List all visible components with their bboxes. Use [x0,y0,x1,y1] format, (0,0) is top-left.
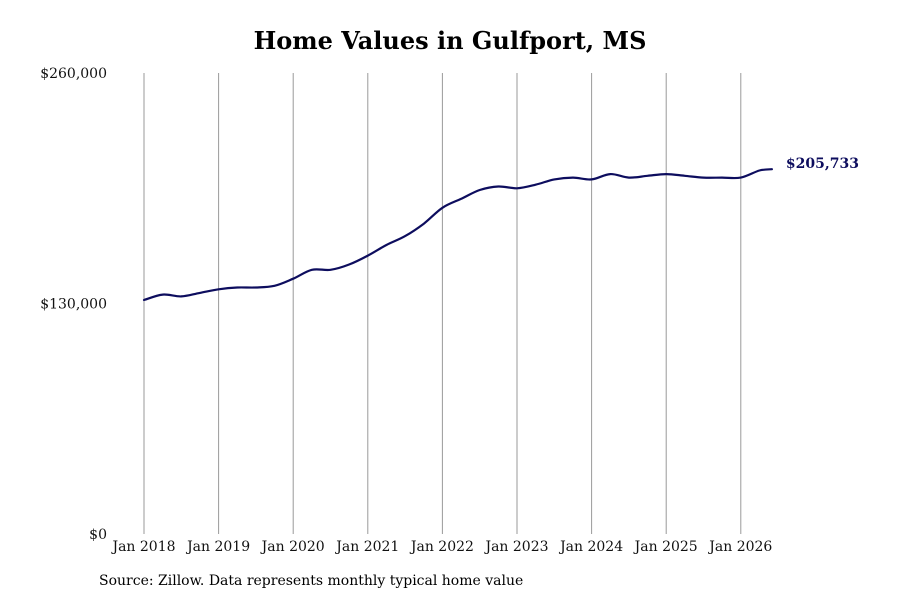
y-tick-label: $260,000 [40,66,107,82]
x-tick-label: Jan 2021 [334,539,399,555]
source-note: Source: Zillow. Data represents monthly … [99,573,524,589]
x-tick-label: Jan 2018 [110,539,175,555]
x-tick-label: Jan 2025 [633,539,698,555]
x-tick-label: Jan 2019 [185,539,250,555]
y-tick-label: $0 [89,527,107,543]
latest-value-label: $205,733 [786,156,859,172]
y-axis-ticks: $0 $130,000 $260,000 [40,66,107,543]
x-tick-label: Jan 2022 [409,539,474,555]
x-axis-ticks: Jan 2018 Jan 2019 Jan 2020 Jan 2021 Jan 2022… [110,539,772,555]
y-tick-label: $130,000 [40,297,107,313]
x-tick-label: Jan 2024 [558,539,623,555]
x-tick-label: Jan 2023 [483,539,548,555]
x-tick-label: Jan 2020 [260,539,325,555]
chart-title: Home Values in Gulfport, MS [253,26,647,55]
home-value-line [142,168,773,302]
x-tick-label: Jan 2026 [707,539,772,555]
gridlines [143,73,742,534]
